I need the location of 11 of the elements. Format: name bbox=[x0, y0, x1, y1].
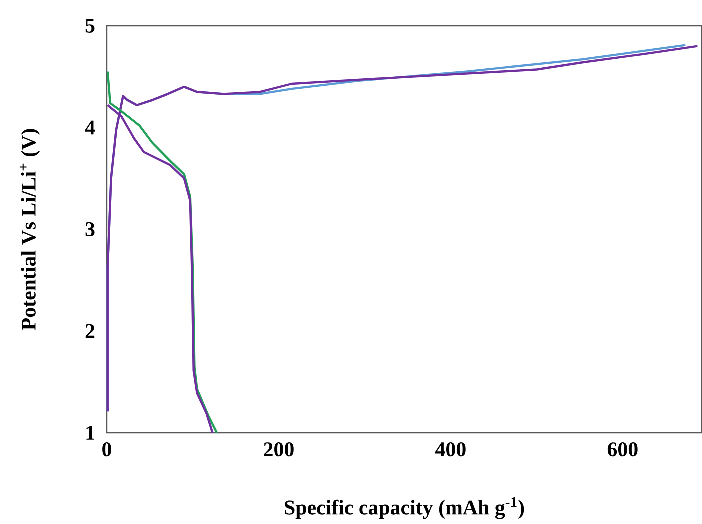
y-axis-title: Potential Vs Li/Li$^{+}$ (V) bbox=[20, 129, 40, 330]
x-axis-title: Specific capacity (mAh g$^{-1}$) bbox=[285, 497, 524, 520]
y-tick-label: 5 bbox=[86, 19, 95, 33]
y-tick-label: 3 bbox=[86, 222, 95, 237]
y-tick-label: 4 bbox=[85, 120, 96, 135]
x-tick-label: 400 bbox=[436, 442, 466, 457]
x-tick-label: 0 bbox=[102, 442, 112, 457]
x-tick-label: 600 bbox=[608, 442, 638, 457]
y-tick-label: 1 bbox=[86, 426, 94, 440]
y-tick-label: 2 bbox=[86, 324, 95, 338]
x-tick-label: 200 bbox=[264, 442, 294, 457]
